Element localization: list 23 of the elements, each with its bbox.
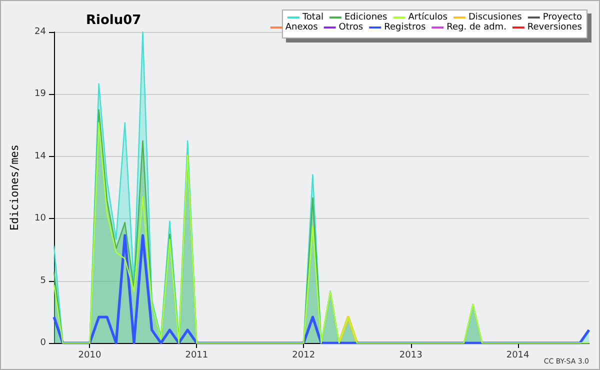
y-tick-label: 14 [34, 151, 46, 162]
legend-label: Registros [384, 22, 426, 32]
x-tick-label: 2010 [78, 350, 102, 360]
legend-label: Total [301, 12, 324, 22]
x-tick-label: 2014 [506, 350, 530, 360]
x-tick-label: 2011 [185, 350, 208, 360]
y-tick-label: 0 [40, 338, 46, 348]
legend-label: Proyecto [542, 12, 582, 22]
legend-label: Reg. de adm. [446, 22, 506, 32]
y-tick-label: 5 [40, 276, 46, 286]
x-tick-label: 2012 [292, 350, 316, 360]
legend-label: Otros [338, 22, 364, 32]
chart-title: Riolu07 [86, 13, 142, 28]
legend-label: Discusiones [468, 12, 522, 22]
legend-label: Artículos [408, 12, 448, 22]
legend-label: Ediciones [344, 12, 388, 22]
x-tick-label: 2013 [399, 350, 422, 360]
y-tick-label: 24 [34, 27, 46, 37]
y-axis-title: Ediciones/mes [8, 144, 21, 231]
y-tick-label: 19 [34, 89, 46, 100]
y-tick-label: 10 [34, 214, 46, 224]
legend-label: Reversiones [527, 22, 582, 32]
legend-label: Anexos [285, 22, 318, 32]
